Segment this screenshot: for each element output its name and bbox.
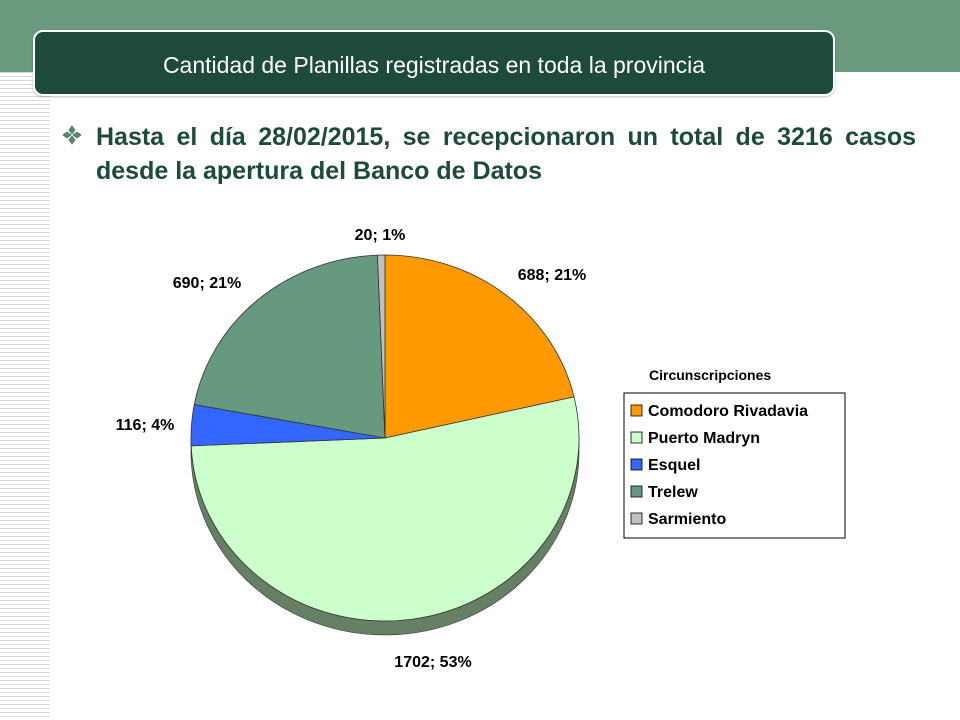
data-label-esquel: 116; 4% xyxy=(116,417,175,434)
data-label-comodoro-rivadavia: 688; 21% xyxy=(518,267,587,284)
legend-swatch-trelew xyxy=(630,485,643,498)
pie-slice-comodoro-rivadavia xyxy=(384,254,575,439)
side-stripes xyxy=(0,72,50,720)
legend: Circunscripciones Comodoro Rivadavia Puer… xyxy=(623,367,846,539)
legend-box xyxy=(623,392,846,539)
legend-swatch-esquel xyxy=(630,458,643,471)
slide-title: Cantidad de Planillas registradas en tod… xyxy=(33,30,835,96)
legend-swatch-puerto-madryn xyxy=(630,431,643,444)
data-label-sarmiento: 20; 1% xyxy=(355,227,406,244)
pie-labels: 688; 21% 1702; 53% 116; 4% 690; 21% 20; 1% xyxy=(116,227,587,671)
pie-slices xyxy=(190,254,580,622)
legend-swatch-comodoro-rivadavia xyxy=(630,404,643,417)
pie-slice-sarmiento xyxy=(377,254,386,439)
legend-label-sarmiento: Sarmiento xyxy=(648,511,726,528)
headline-text: Hasta el día 28/02/2015, se recepcionaro… xyxy=(96,123,916,185)
legend-label-puerto-madryn: Puerto Madryn xyxy=(648,430,760,447)
pie-slice-trelew xyxy=(193,254,386,439)
legend-title: Circunscripciones xyxy=(649,367,771,383)
legend-label-esquel: Esquel xyxy=(648,457,700,474)
data-label-trelew: 690; 21% xyxy=(173,275,242,292)
legend-label-comodoro-rivadavia: Comodoro Rivadavia xyxy=(648,403,808,420)
data-label-puerto-madryn: 1702; 53% xyxy=(394,654,471,671)
pie-slice-puerto-madryn xyxy=(190,396,580,622)
legend-label-trelew: Trelew xyxy=(648,484,698,501)
legend-swatch-sarmiento xyxy=(630,512,643,525)
diamond-bullet-icon xyxy=(62,125,82,145)
